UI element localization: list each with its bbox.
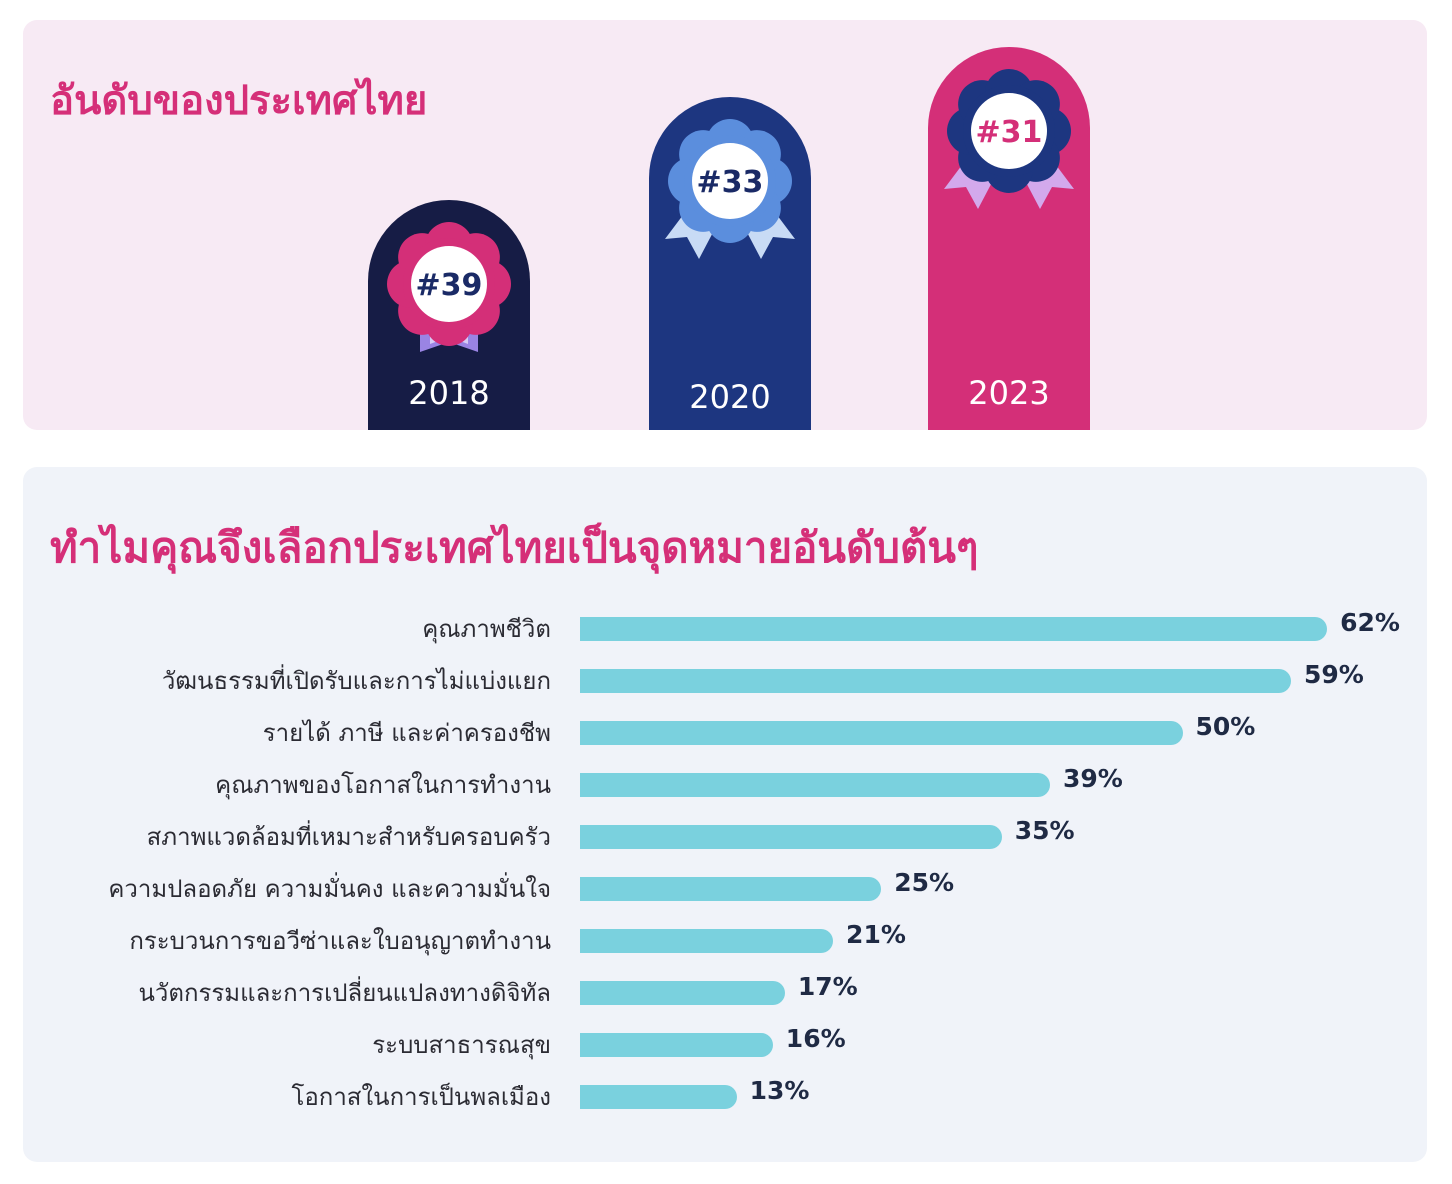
rank-year: 2023 xyxy=(968,374,1050,412)
rank-badge-icon: #31 xyxy=(944,69,1074,209)
bar xyxy=(580,877,882,901)
bar-category-label: ความปลอดภัย ความมั่นคง และความมั่นใจ xyxy=(108,875,551,903)
bar-category-label: รายได้ ภาษี และค่าครองชีพ xyxy=(262,719,551,747)
rank-year: 2020 xyxy=(689,378,771,416)
rank-number: #31 xyxy=(976,115,1043,150)
bar-category-label: สภาพแวดล้อมที่เหมาะสำหรับครอบครัว xyxy=(146,823,551,851)
bar-category-label: โอกาสในการเป็นพลเมือง xyxy=(291,1083,551,1111)
bar-value-label: 21% xyxy=(846,920,906,949)
bar-value-label: 62% xyxy=(1340,608,1400,637)
ranking-panel: อันดับของประเทศไทย #39 2018 #33 2020 #31 2023 xyxy=(23,20,1427,430)
rank-number: #39 xyxy=(416,268,483,303)
ranking-title: อันดับของประเทศไทย xyxy=(50,78,428,124)
rank-badge-icon: #33 xyxy=(665,119,795,259)
bar-category-label: วัฒนธรรมที่เปิดรับและการไม่แบ่งแยก xyxy=(161,667,551,695)
bar xyxy=(580,1085,737,1109)
bar-value-label: 35% xyxy=(1014,816,1075,845)
bar-value-label: 13% xyxy=(749,1076,810,1105)
reasons-title: ทำไมคุณจึงเลือกประเทศไทยเป็นจุดหมายอันดั… xyxy=(50,523,979,572)
bar-value-label: 39% xyxy=(1062,764,1123,793)
bar xyxy=(580,981,785,1005)
bar-category-label: ระบบสาธารณสุข xyxy=(372,1031,551,1059)
bar-category-label: คุณภาพชีวิต xyxy=(422,615,551,643)
bar xyxy=(580,825,1002,849)
bar-value-label: 16% xyxy=(785,1024,846,1053)
bar-value-label: 17% xyxy=(797,972,858,1001)
bar xyxy=(580,773,1050,797)
bar xyxy=(580,1033,773,1057)
bar xyxy=(580,721,1183,745)
rank-year: 2018 xyxy=(408,374,490,412)
rank-pillar-2023: #31 2023 xyxy=(928,47,1090,430)
bar-value-label: 59% xyxy=(1303,660,1364,689)
bar-value-label: 25% xyxy=(894,868,955,897)
bar xyxy=(580,929,834,953)
rank-pillar-2020: #33 2020 xyxy=(649,97,811,430)
reasons-panel: ทำไมคุณจึงเลือกประเทศไทยเป็นจุดหมายอันดั… xyxy=(23,467,1427,1162)
bar xyxy=(580,669,1291,693)
rank-badge-icon: #39 xyxy=(387,222,511,352)
bar-category-label: กระบวนการขอวีซ่าและใบอนุญาตทำงาน xyxy=(129,927,551,955)
bar-value-label: 50% xyxy=(1195,712,1256,741)
rank-pillar-2018: #39 2018 xyxy=(368,200,530,430)
bar xyxy=(580,617,1328,641)
bar-category-label: คุณภาพของโอกาสในการทำงาน xyxy=(215,771,551,799)
reasons-bar-chart: คุณภาพชีวิต 62% วัฒนธรรมที่เปิดรับและการไม… xyxy=(23,467,1427,1162)
bar-category-label: นวัตกรรมและการเปลี่ยนแปลงทางดิจิทัล xyxy=(138,979,552,1007)
rank-number: #33 xyxy=(697,165,764,200)
